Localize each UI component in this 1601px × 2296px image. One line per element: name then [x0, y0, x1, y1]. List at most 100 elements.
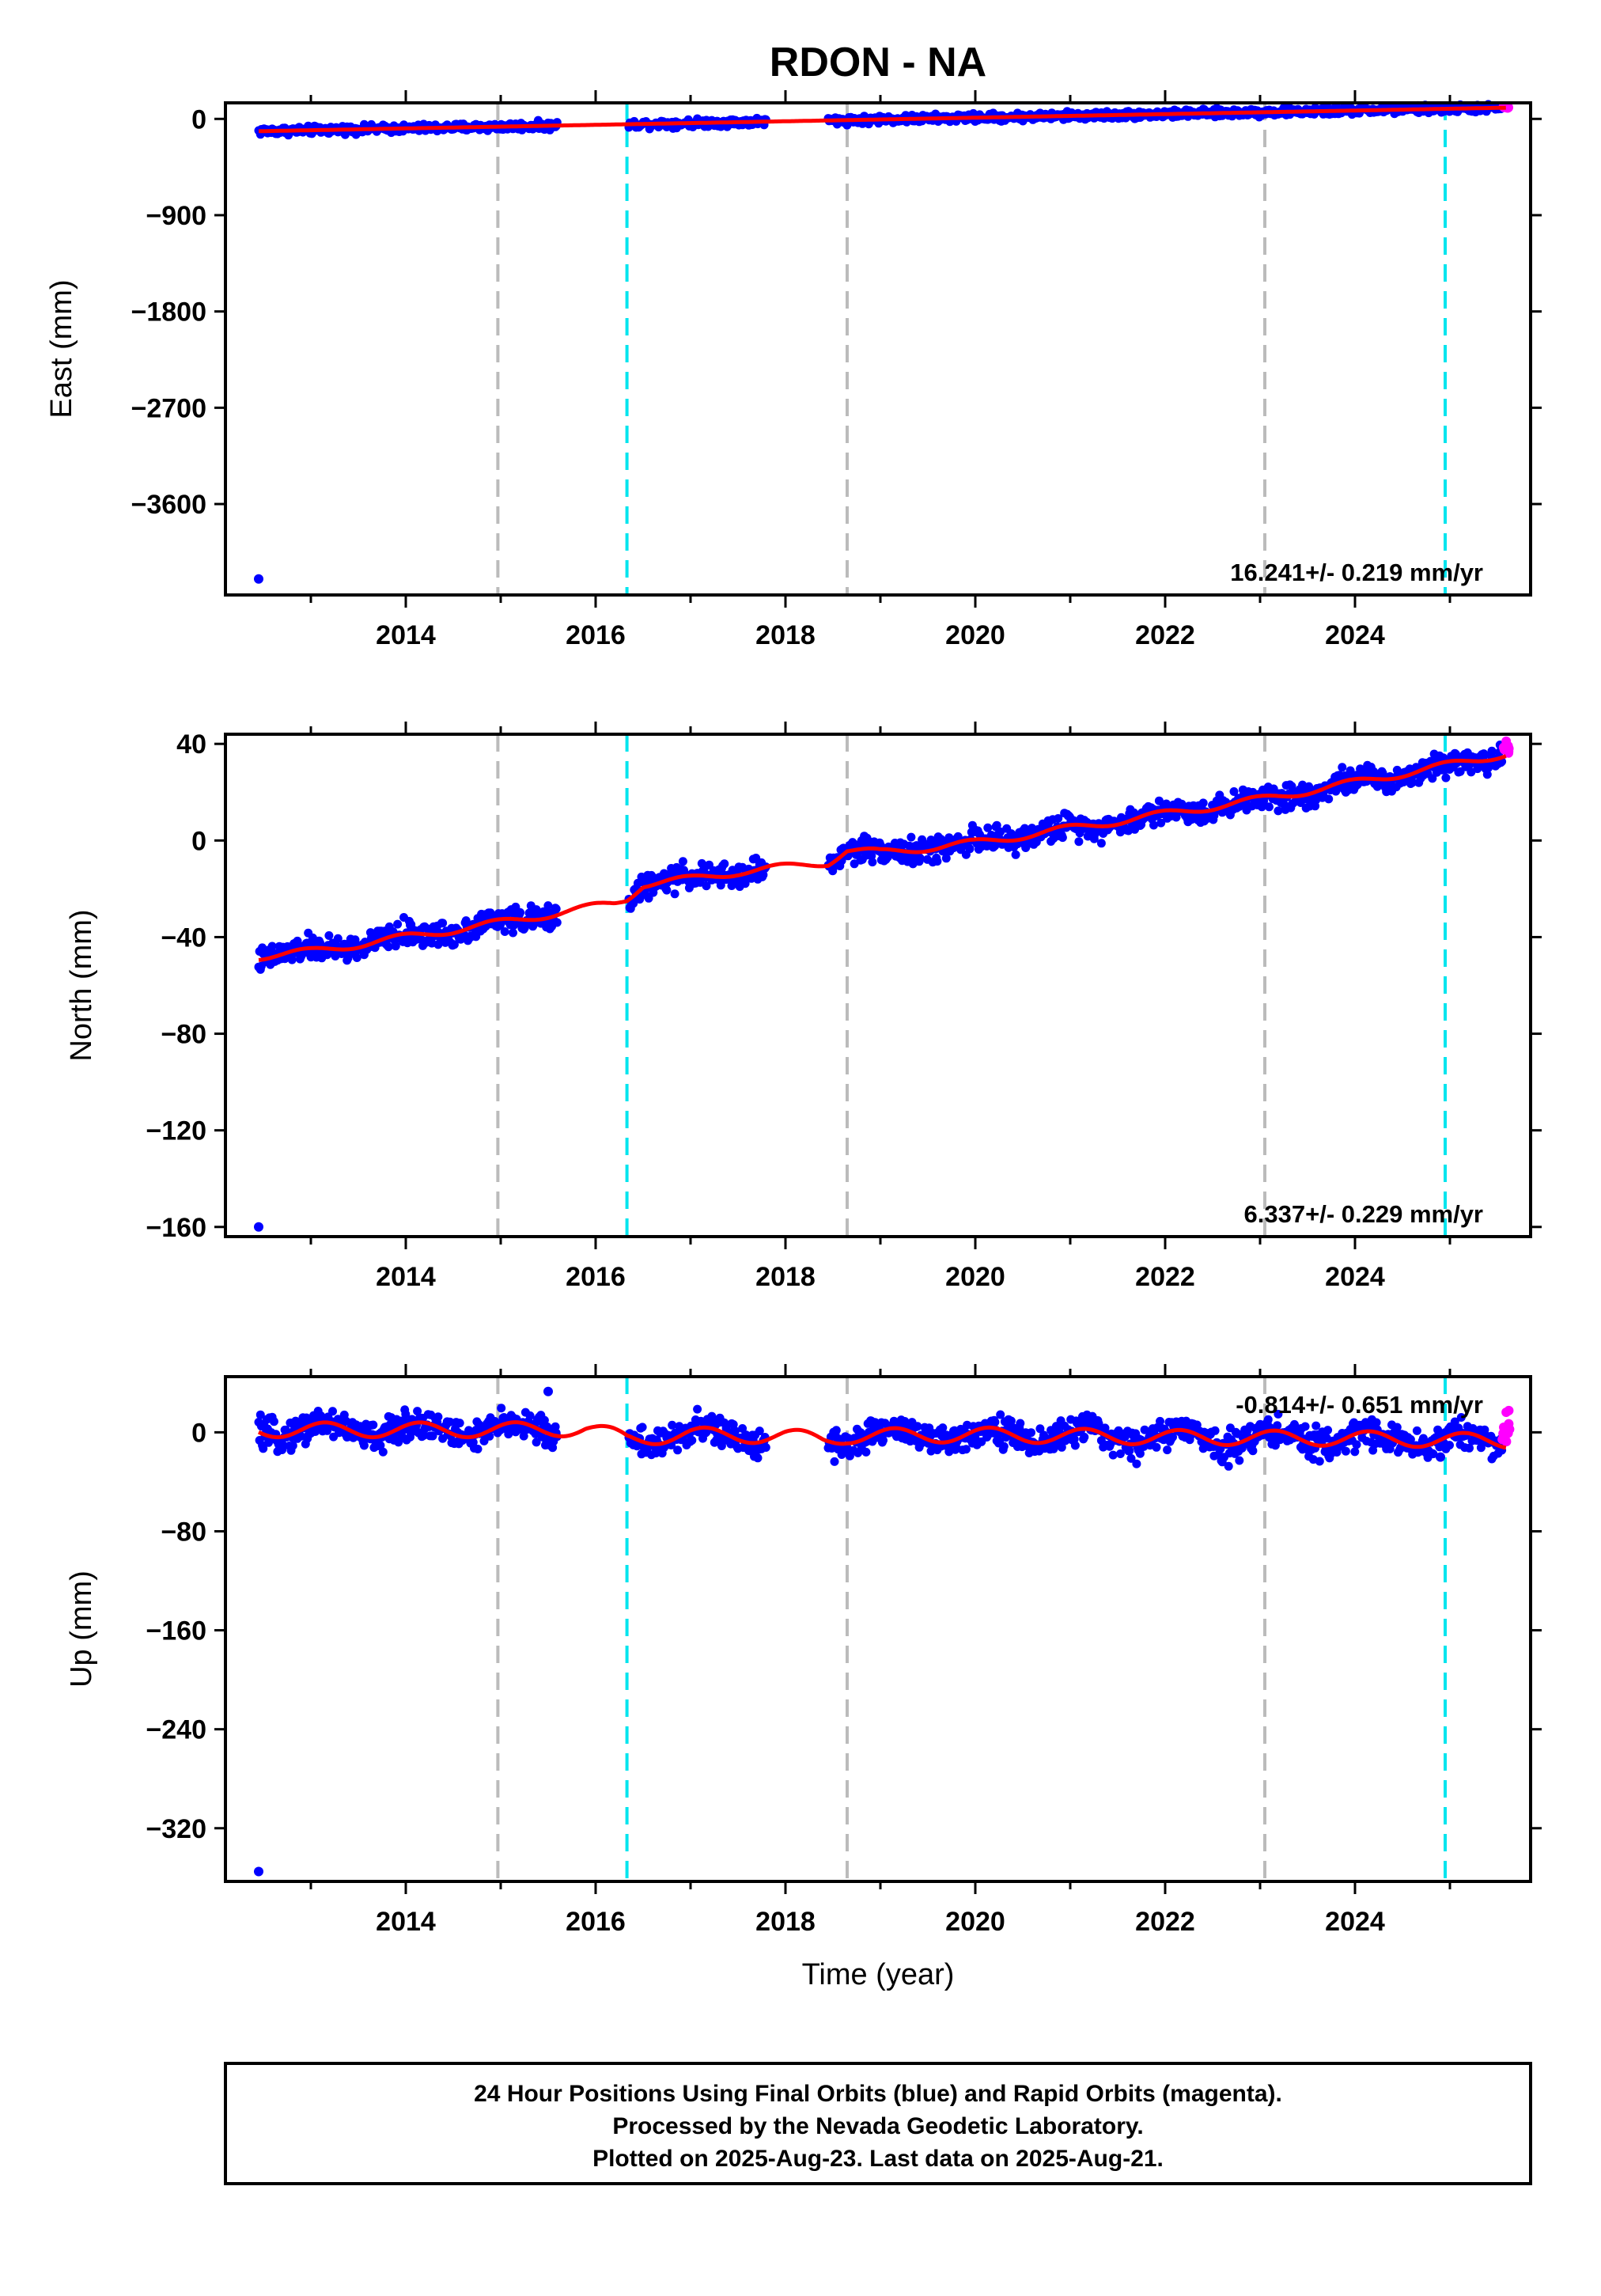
footer-box: 24 Hour Positions Using Final Orbits (bl… — [224, 2062, 1532, 2185]
x-tick-label: 2014 — [376, 1907, 436, 1937]
final-orbit-point — [1156, 818, 1166, 828]
velocity-rate: 6.337+/- 0.229 mm/yr — [1244, 1200, 1483, 1228]
final-orbit-point — [761, 1443, 770, 1452]
final-orbit-point — [668, 1420, 677, 1430]
final-orbit-point — [485, 1431, 494, 1441]
y-tick-label: −80 — [161, 1517, 206, 1547]
final-orbit-point — [378, 1447, 388, 1457]
final-orbit-point — [1163, 1445, 1172, 1455]
final-orbit-point — [1096, 839, 1106, 848]
final-orbit-point — [1372, 1418, 1381, 1427]
x-tick-label: 2018 — [755, 620, 816, 650]
final-orbit-point — [1341, 1446, 1350, 1456]
final-orbit-point — [992, 820, 1001, 830]
y-tick-label: −3600 — [131, 490, 207, 520]
model-curve — [259, 105, 1506, 134]
final-orbit-point — [413, 1407, 422, 1416]
final-orbit-point — [868, 858, 877, 867]
final-orbit-point — [278, 1440, 288, 1449]
final-orbit-point — [1152, 1442, 1161, 1452]
final-orbit-point — [965, 844, 975, 854]
final-orbit-point — [1263, 1415, 1273, 1424]
final-orbit-point — [1132, 1459, 1141, 1468]
chart-title: RDON - NA — [770, 40, 986, 85]
final-orbit-point — [753, 1453, 763, 1463]
final-orbit-point — [267, 942, 277, 951]
final-orbit-point — [255, 1410, 265, 1419]
final-orbit-point — [1465, 1443, 1474, 1453]
x-tick-label: 2014 — [376, 620, 436, 650]
final-orbit-point — [551, 904, 561, 914]
final-orbit-point — [1125, 1446, 1134, 1456]
final-orbit-point — [990, 841, 1000, 851]
final-orbit-point — [755, 1426, 764, 1436]
final-orbit-point — [1210, 1426, 1220, 1435]
final-orbit-point — [687, 1436, 697, 1445]
y-tick-label: 0 — [191, 1418, 206, 1448]
y-tick-label: −160 — [146, 1213, 206, 1243]
final-orbit-point — [393, 919, 403, 929]
final-orbit-point — [693, 1404, 702, 1414]
rapid-orbit-point — [1504, 1424, 1515, 1434]
final-orbit-point — [1115, 1449, 1125, 1458]
final-orbit-point — [287, 955, 297, 964]
footer-line-2: Processed by the Nevada Geodetic Laborat… — [612, 2113, 1143, 2139]
x-tick-label: 2016 — [566, 620, 626, 650]
final-orbit-point — [1011, 850, 1020, 859]
final-orbit-point — [1274, 806, 1283, 816]
final-orbit-point — [1265, 802, 1274, 812]
final-orbit-point — [913, 1422, 922, 1431]
final-orbit-point — [352, 953, 361, 962]
rapid-orbit-point — [1504, 1405, 1514, 1415]
x-tick-label: 2020 — [945, 620, 1005, 650]
final-orbit-point — [740, 879, 750, 888]
y-tick-label: −40 — [161, 923, 206, 953]
rapid-orbit-point — [1504, 748, 1514, 758]
final-orbit-point — [678, 857, 687, 866]
final-orbit-point — [1324, 794, 1334, 804]
final-orbit-point — [961, 1445, 971, 1454]
x-tick-label: 2016 — [566, 1262, 626, 1292]
final-orbit-point — [1392, 1423, 1402, 1432]
x-tick-label: 2020 — [945, 1907, 1005, 1937]
final-orbit-point — [1412, 1426, 1421, 1435]
x-tick-label: 2016 — [566, 1907, 626, 1937]
final-orbit-point — [1311, 1421, 1321, 1430]
final-orbit-point — [1487, 746, 1497, 756]
x-tick-label: 2022 — [1135, 1262, 1195, 1292]
final-orbit-point — [525, 1411, 535, 1420]
final-orbit-point — [449, 940, 459, 949]
x-tick-label: 2018 — [755, 1907, 816, 1937]
final-orbit-point — [419, 1430, 429, 1440]
y-tick-label: 0 — [191, 826, 206, 856]
y-axis-label: Up (mm) — [65, 1570, 98, 1688]
final-orbit-point — [1035, 1424, 1045, 1434]
final-orbit-point — [831, 1426, 841, 1435]
final-orbit-point — [539, 1415, 549, 1425]
final-orbit-point — [830, 1457, 839, 1466]
x-tick-label: 2022 — [1135, 1907, 1195, 1937]
outlier-point — [1436, 1452, 1445, 1462]
plot-frame — [224, 101, 1532, 597]
x-tick-label: 2024 — [1325, 620, 1385, 650]
final-orbit-point — [1235, 1456, 1244, 1465]
final-orbit-point — [532, 1438, 541, 1447]
final-orbit-point — [455, 1419, 464, 1428]
final-orbit-point — [1016, 1419, 1025, 1428]
final-orbit-point — [861, 1447, 871, 1457]
final-orbit-point — [941, 854, 951, 863]
velocity-rate: 16.241+/- 0.219 mm/yr — [1230, 559, 1483, 586]
plot-frame — [224, 1375, 1532, 1883]
final-orbit-point — [828, 866, 838, 876]
final-orbit-point — [1108, 1450, 1118, 1460]
outlier-point — [254, 1866, 263, 1877]
final-orbit-point — [1406, 1434, 1415, 1444]
y-tick-label: −320 — [146, 1814, 206, 1844]
final-orbit-point — [543, 901, 553, 911]
final-orbit-point — [1274, 1409, 1283, 1419]
final-orbit-point — [996, 1410, 1005, 1419]
final-orbit-point — [1300, 1422, 1310, 1431]
final-orbit-point — [990, 1417, 1000, 1426]
final-orbit-point — [359, 1441, 369, 1450]
final-orbit-point — [1058, 833, 1067, 843]
